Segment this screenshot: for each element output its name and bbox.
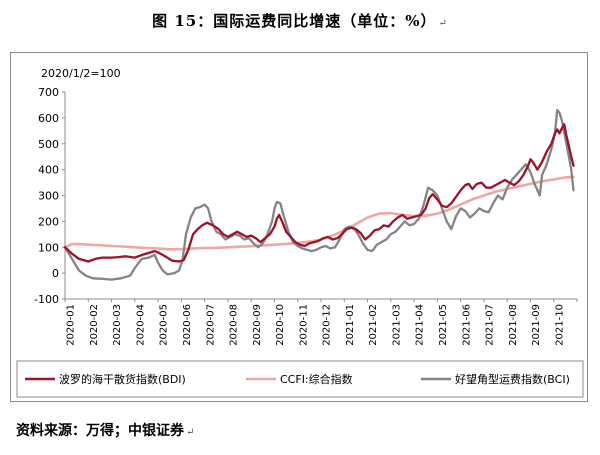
y-tick-label: -100	[34, 293, 59, 306]
x-tick-label: 2021-06	[461, 304, 472, 346]
x-tick-label: 2021-04	[415, 304, 426, 346]
y-tick-label: 400	[38, 164, 59, 177]
series-line	[63, 175, 575, 251]
figure-title: 图 15：国际运费同比增速（单位：%） ↵	[0, 10, 600, 31]
legend: 波罗的海干散货指数(BDI) CCFI:综合指数 好望角型运费指数(BCI)	[16, 360, 584, 398]
x-tick-label: 2020-10	[275, 304, 286, 346]
x-tick-label: 2020-03	[112, 304, 123, 346]
x-tick-labels: 2020-01 2020-02 2020-03 2020-04 2020-05 2020-…	[66, 304, 566, 346]
x-tick-label: 2020-06	[182, 304, 193, 346]
y-tick-labels: -100 0 100 200 300 400 500 600 700	[34, 86, 59, 306]
x-tick-label: 2021-05	[438, 304, 449, 346]
x-tick-label: 2021-10	[554, 304, 565, 346]
line-chart: 2020/1/2=100 -1000100200300400500600700 …	[16, 67, 584, 398]
return-mark-icon: ↵	[438, 18, 448, 29]
legend-box	[16, 360, 584, 398]
legend-label: 好望角型运费指数(BCI)	[455, 372, 570, 386]
x-tick-label: 2020-04	[135, 304, 146, 346]
figure-title-text: 图 15：国际运费同比增速（单位：%）	[152, 12, 437, 30]
x-tick-label: 2020-08	[229, 304, 240, 346]
x-tick-label: 2021-02	[368, 304, 379, 346]
x-tick-label: 2020-12	[322, 304, 333, 346]
x-tick-label: 2020-01	[66, 304, 77, 346]
x-tick-label: 2021-08	[508, 304, 519, 346]
y-tick-label: 300	[38, 190, 59, 203]
y-tick-label: 100	[38, 241, 59, 254]
series-lines	[63, 108, 575, 281]
y-tick-label: 700	[38, 86, 59, 99]
x-tick-label: 2021-01	[345, 304, 356, 346]
x-tick-label: 2021-03	[391, 304, 402, 346]
legend-label: CCFI:综合指数	[280, 372, 353, 386]
axes	[62, 91, 578, 302]
x-tick-label: 2021-09	[531, 304, 542, 346]
return-mark-icon: ↵	[186, 427, 195, 438]
chart-frame: 2020/1/2=100 -100 0 100 200 300 400 500 600 700 …	[10, 52, 588, 402]
y-tick-label: 500	[38, 138, 59, 151]
x-tick-label: 2020-05	[159, 304, 170, 346]
x-tick-label: 2020-02	[89, 304, 100, 346]
x-tick-label: 2021-07	[485, 304, 496, 346]
x-tick-label: 2020-07	[205, 304, 216, 346]
base-note: 2020/1/2=100	[41, 67, 121, 80]
y-tick-label: 600	[38, 112, 59, 125]
source-text: 资料来源：万得；中银证券	[16, 423, 184, 439]
x-tick-label: 2020-11	[298, 304, 309, 346]
y-tick-label: 200	[38, 215, 59, 228]
y-tick-label: 0	[52, 267, 59, 280]
series-line	[63, 123, 575, 263]
x-tick-label: 2020-09	[252, 304, 263, 346]
legend-label: 波罗的海干散货指数(BDI)	[59, 372, 186, 386]
source-note: 资料来源：万得；中银证券 ↵	[16, 420, 194, 440]
